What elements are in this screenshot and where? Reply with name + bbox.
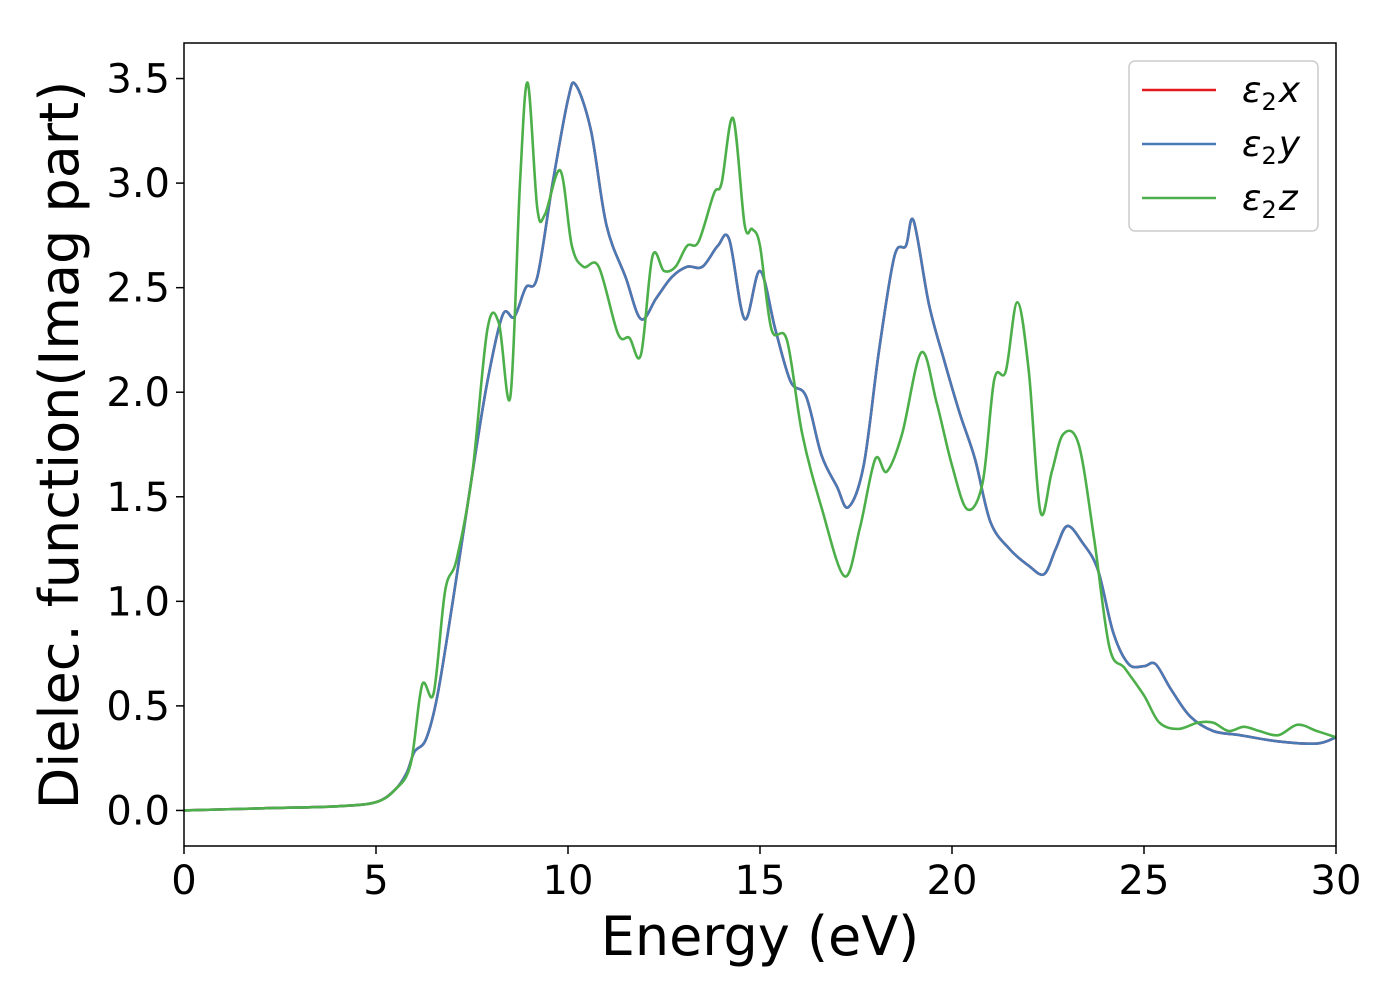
x-tick-label: 30 [1311, 858, 1362, 904]
x-tick-label: 20 [927, 858, 978, 904]
legend-label-z: ε2z [1242, 178, 1299, 224]
y-tick-label: 0.5 [106, 684, 170, 730]
y-tick-label: 1.0 [106, 579, 170, 625]
series-line-z [184, 81, 1336, 812]
x-axis-label: Energy (eV) [601, 905, 920, 968]
y-axis-label: Dielec. function(Imag part) [28, 81, 91, 810]
y-axis: 0.0 0.5 1.0 1.5 2.0 2.5 3.0 3.5 [106, 57, 184, 834]
series-layer [184, 81, 1336, 812]
x-tick-label: 15 [735, 858, 786, 904]
x-tick-label: 25 [1119, 858, 1170, 904]
x-tick-label: 10 [543, 858, 594, 904]
y-tick-label: 2.0 [106, 370, 170, 416]
y-tick-label: 3.0 [106, 161, 170, 207]
legend-label-y: ε2y [1242, 124, 1301, 170]
legend: ε2x ε2y ε2z [1128, 60, 1319, 232]
y-tick-label: 2.5 [106, 266, 170, 312]
x-tick-label: 0 [171, 858, 196, 904]
x-axis: 0 5 10 15 20 25 30 [171, 846, 1361, 904]
legend-label-x: ε2x [1242, 70, 1301, 116]
x-tick-label: 5 [363, 858, 388, 904]
legend-box [1128, 60, 1319, 232]
y-tick-label: 1.5 [106, 475, 170, 521]
y-tick-label: 0.0 [106, 788, 170, 834]
y-tick-label: 3.5 [106, 57, 170, 103]
